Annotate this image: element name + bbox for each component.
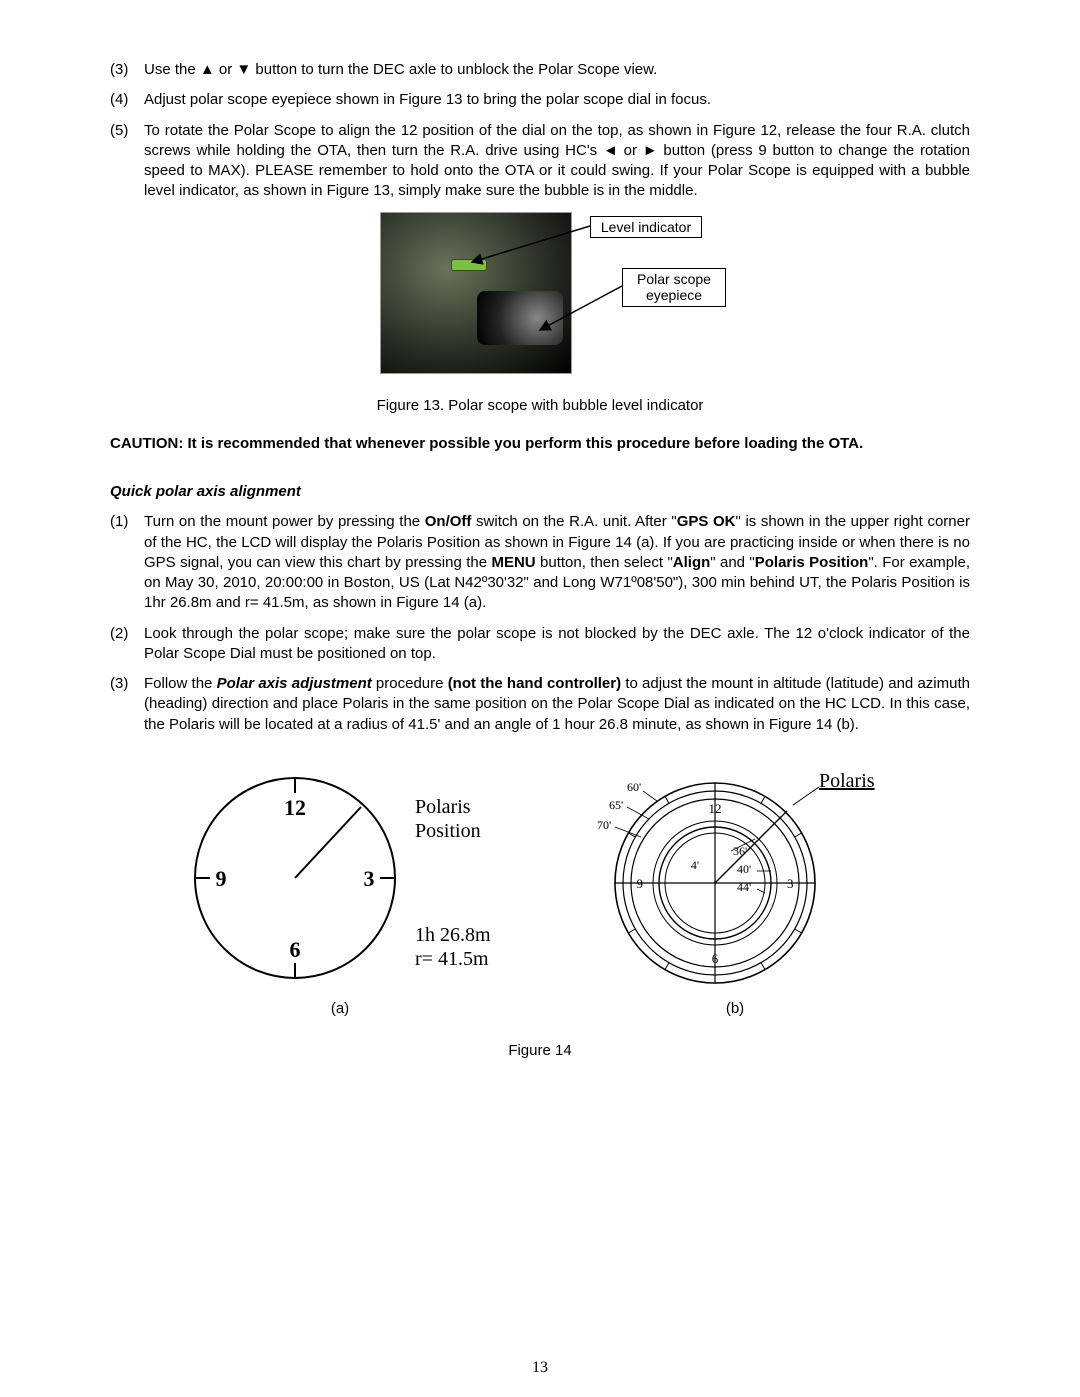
svg-text:1h 26.8m: 1h 26.8m [415, 924, 491, 946]
svg-text:Position: Position [415, 820, 481, 842]
list-item: (1)Turn on the mount power by pressing t… [110, 512, 970, 613]
step-text: Use the ▲ or ▼ button to turn the DEC ax… [144, 60, 970, 80]
step-number: (2) [110, 624, 144, 665]
step-text: To rotate the Polar Scope to align the 1… [144, 121, 970, 202]
svg-text:12: 12 [709, 801, 722, 816]
page-number: 13 [0, 1357, 1080, 1379]
caution-text: CAUTION: It is recommended that whenever… [110, 434, 970, 454]
callout-polar-scope-eyepiece: Polar scope eyepiece [622, 268, 726, 308]
steps-top: (3)Use the ▲ or ▼ button to turn the DEC… [110, 60, 970, 202]
list-item: (3)Use the ▲ or ▼ button to turn the DEC… [110, 60, 970, 80]
svg-text:70': 70' [597, 818, 611, 832]
step-number: (3) [110, 60, 144, 80]
svg-text:60': 60' [627, 780, 641, 794]
list-item: (4)Adjust polar scope eyepiece shown in … [110, 90, 970, 110]
svg-text:12: 12 [284, 795, 306, 820]
svg-text:4': 4' [691, 858, 699, 872]
step-number: (5) [110, 121, 144, 202]
figure-14-caption: Figure 14 [110, 1041, 970, 1061]
svg-text:3: 3 [787, 876, 794, 891]
step-number: (1) [110, 512, 144, 613]
figure-14a-svg: 12 3 6 9 Polaris Position 1h 26.8m r= 41… [175, 763, 505, 993]
svg-text:Polaris: Polaris [415, 796, 471, 818]
figure-13: Level indicator Polar scope eyepiece [110, 212, 970, 382]
figure-14: 12 3 6 9 Polaris Position 1h 26.8m r= 41… [110, 763, 970, 1019]
figure-14a-sub: (a) [175, 999, 505, 1019]
svg-text:3: 3 [364, 866, 375, 891]
step-text: Turn on the mount power by pressing the … [144, 512, 970, 613]
figure-14b-svg: 12 3 6 9 60' 65' 70' 36' 40' 44' [565, 763, 905, 993]
step-text: Adjust polar scope eyepiece shown in Fig… [144, 90, 970, 110]
polar-scope-photo [380, 212, 572, 374]
figure-14b: 12 3 6 9 60' 65' 70' 36' 40' 44' [565, 763, 905, 1019]
svg-text:65': 65' [609, 798, 623, 812]
list-item: (2)Look through the polar scope; make su… [110, 624, 970, 665]
svg-text:44': 44' [737, 880, 751, 894]
figure-14a: 12 3 6 9 Polaris Position 1h 26.8m r= 41… [175, 763, 505, 1019]
step-number: (3) [110, 674, 144, 735]
svg-text:9: 9 [216, 866, 227, 891]
subhead-quick-polar: Quick polar axis alignment [110, 482, 970, 502]
svg-text:6: 6 [290, 937, 301, 962]
callout-level-indicator: Level indicator [590, 216, 702, 239]
figure-14b-sub: (b) [565, 999, 905, 1019]
list-item: (5)To rotate the Polar Scope to align th… [110, 121, 970, 202]
step-number: (4) [110, 90, 144, 110]
svg-text:Polaris: Polaris [819, 770, 875, 792]
svg-text:r= 41.5m: r= 41.5m [415, 948, 489, 970]
page: (3)Use the ▲ or ▼ button to turn the DEC… [0, 0, 1080, 1397]
svg-text:6: 6 [712, 951, 719, 966]
step-text: Follow the Polar axis adjustment procedu… [144, 674, 970, 735]
list-item: (3)Follow the Polar axis adjustment proc… [110, 674, 970, 735]
svg-text:40': 40' [737, 862, 751, 876]
svg-text:9: 9 [637, 876, 644, 891]
steps-quick: (1)Turn on the mount power by pressing t… [110, 512, 970, 735]
step-text: Look through the polar scope; make sure … [144, 624, 970, 665]
figure-13-caption: Figure 13. Polar scope with bubble level… [110, 396, 970, 416]
